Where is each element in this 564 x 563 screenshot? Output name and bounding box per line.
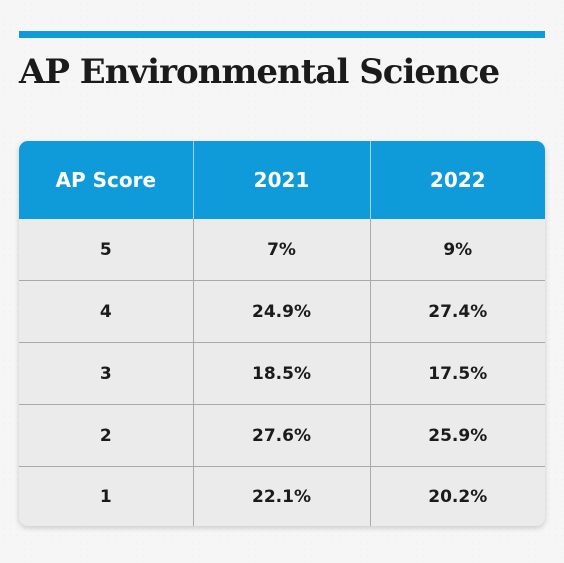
- value-2021-cell: 18.5%: [192, 342, 370, 405]
- value-2021-cell: 22.1%: [192, 466, 370, 526]
- table-row: 4 24.9% 27.4%: [19, 280, 545, 343]
- header-ap-score: AP Score: [19, 141, 193, 219]
- table-header-row: AP Score 2021 2022: [19, 141, 545, 219]
- value-2022-cell: 9%: [369, 219, 545, 281]
- score-cell: 2: [19, 404, 193, 467]
- header-2022: 2022: [369, 141, 545, 219]
- accent-bar: [19, 31, 545, 38]
- score-cell: 5: [99, 239, 112, 260]
- score-table: AP Score 2021 2022 5 7% 9% 4 24.9% 27.4%…: [19, 141, 545, 526]
- table-row: 1 22.1% 20.2%: [19, 466, 545, 526]
- table-row: 3 18.5% 17.5%: [19, 342, 545, 405]
- value-2022-cell: 27.4%: [369, 280, 545, 343]
- header-2021: 2021: [192, 141, 370, 219]
- value-2021-cell: 24.9%: [192, 280, 370, 343]
- value-2021-cell: 7%: [192, 219, 370, 281]
- table-row: 2 27.6% 25.9%: [19, 404, 545, 467]
- value-2022-cell: 17.5%: [369, 342, 545, 405]
- score-cell: 3: [19, 342, 193, 405]
- value-2022-cell: 25.9%: [369, 404, 545, 467]
- value-2022-cell: 20.2%: [369, 466, 545, 526]
- score-table-card: AP Score 2021 2022 5 7% 9% 4 24.9% 27.4%…: [19, 141, 545, 526]
- table-row: 5 7% 9%: [19, 219, 545, 281]
- page-title: AP Environmental Science: [19, 52, 500, 92]
- score-cell: 1: [19, 466, 193, 526]
- score-cell: 4: [19, 280, 193, 343]
- value-2021-cell: 27.6%: [192, 404, 370, 467]
